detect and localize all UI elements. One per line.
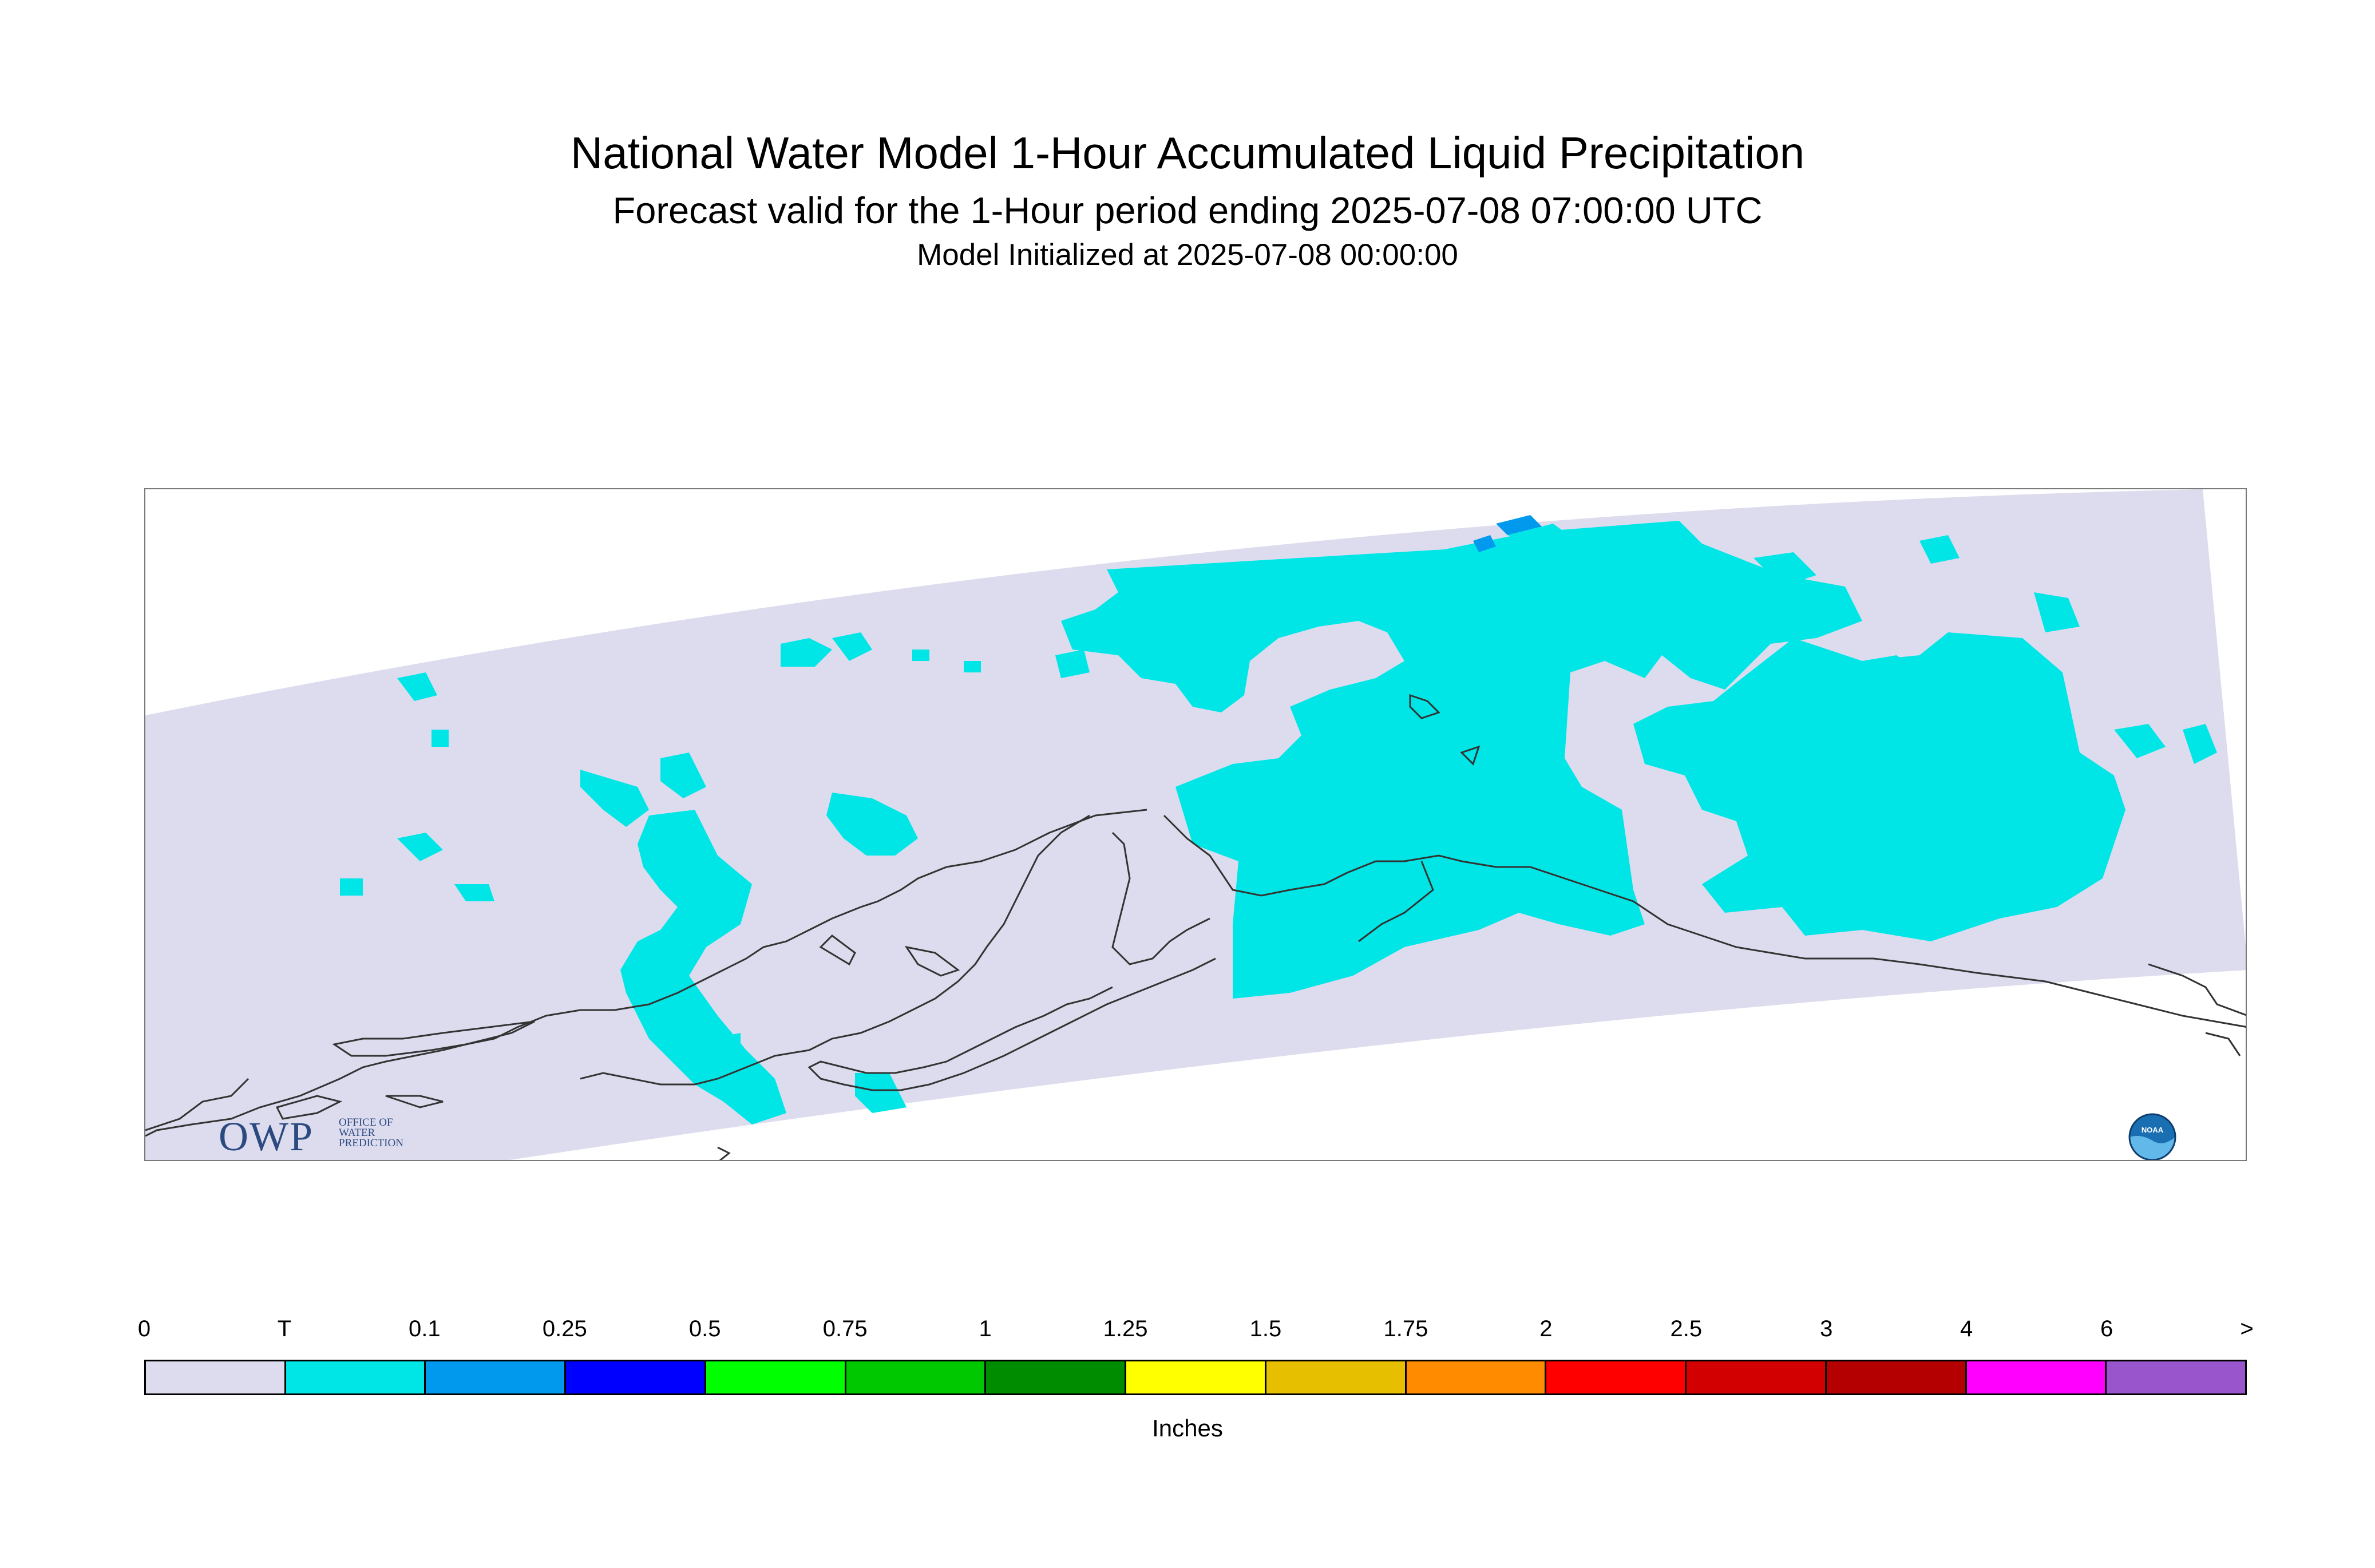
colorbar-box [1826, 1361, 1967, 1393]
colorbar-tick-label: 2 [1539, 1316, 1553, 1341]
coastline [145, 694, 2246, 1160]
forecast-valid-subtitle: Forecast valid for the 1-Hour period end… [612, 189, 1763, 231]
colorbar-tick-label: 0.75 [822, 1316, 868, 1341]
map-canvas [145, 489, 2246, 1160]
colorbar-tick-label: 4 [1960, 1316, 1973, 1341]
colorbar-box [2107, 1361, 2246, 1393]
colorbar-tick-label: 3 [1820, 1316, 1833, 1341]
colorbar-box [426, 1361, 567, 1393]
colorbar-box [1126, 1361, 1266, 1393]
colorbar-tick-label: > [2240, 1316, 2254, 1341]
model-init-time: Model Initialized at 2025-07-08 00:00:00 [917, 238, 1458, 272]
precip-trace-areas [340, 521, 2217, 1124]
owp-logo: OWP OFFICE OF WATER PREDICTION [219, 1113, 436, 1159]
colorbar-box [146, 1361, 286, 1393]
colorbar-box [706, 1361, 846, 1393]
colorbar-tick-label: 0.1 [409, 1316, 441, 1341]
colorbar-box [286, 1361, 426, 1393]
colorbar-box [846, 1361, 987, 1393]
owp-logo-text: OFFICE OF WATER PREDICTION [339, 1116, 403, 1149]
colorbar-tick-label: 1 [979, 1316, 992, 1341]
colorbar-units: Inches [1152, 1415, 1223, 1442]
precip-light-areas [1473, 515, 1542, 552]
colorbar-box [1266, 1361, 1407, 1393]
colorbar-box [1966, 1361, 2107, 1393]
colorbar-box [1406, 1361, 1547, 1393]
colorbar-tick-label: 6 [2100, 1316, 2113, 1341]
owp-logo-letters: OWP [219, 1114, 314, 1159]
colorbar-tick-label: 1.5 [1249, 1316, 1282, 1341]
colorbar-tick-label: 1.25 [1103, 1316, 1148, 1341]
colorbar-box [1687, 1361, 1827, 1393]
colorbar-tick-label: 2.5 [1670, 1316, 1703, 1341]
colorbar-tick-label: T [277, 1316, 292, 1341]
colorbar-box [566, 1361, 706, 1393]
colorbar-tick-label: 0 [137, 1316, 151, 1341]
noaa-logo: NOAA [2128, 1113, 2176, 1160]
colorbar-tick-label: 0.25 [542, 1316, 587, 1341]
colorbar [144, 1360, 2247, 1395]
colorbar-tick-label: 1.75 [1383, 1316, 1428, 1341]
map-title: National Water Model 1-Hour Accumulated … [570, 128, 1805, 178]
colorbar-labels: 0 T 0.1 0.25 0.5 0.75 1 1.25 1.5 1.75 2 2.5 3 4 6 > [0, 1316, 2375, 1351]
colorbar-box [986, 1361, 1127, 1393]
precipitation-map: OWP OFFICE OF WATER PREDICTION NOAA [144, 488, 2247, 1161]
colorbar-tick-label: 0.5 [688, 1316, 721, 1341]
colorbar-box [1546, 1361, 1687, 1393]
noaa-logo-text: NOAA [2142, 1126, 2164, 1134]
